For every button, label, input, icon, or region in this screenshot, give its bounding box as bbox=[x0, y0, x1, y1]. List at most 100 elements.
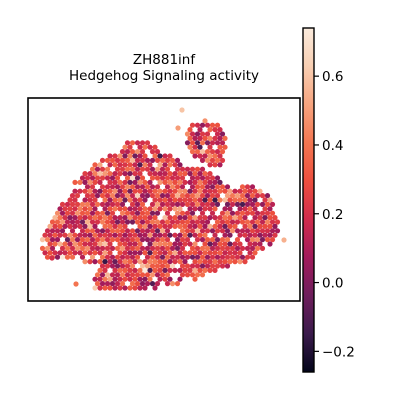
spot-point bbox=[209, 201, 216, 207]
spot-point bbox=[69, 254, 76, 260]
spot-point bbox=[219, 254, 226, 260]
spot-point bbox=[254, 210, 261, 216]
spot-point bbox=[124, 254, 131, 260]
spot-point bbox=[59, 219, 66, 225]
spot-point bbox=[89, 201, 96, 207]
spot-point bbox=[69, 201, 76, 207]
spot-point bbox=[157, 162, 163, 168]
spot-point bbox=[92, 188, 98, 194]
spot-point bbox=[149, 237, 156, 243]
spot-point bbox=[167, 153, 173, 159]
spot-point bbox=[249, 193, 256, 199]
spot-point bbox=[199, 131, 206, 137]
spot-point bbox=[114, 201, 121, 207]
spot-point bbox=[122, 215, 128, 221]
spot-point bbox=[219, 210, 226, 216]
spot-point bbox=[219, 157, 226, 163]
spot-point bbox=[237, 188, 243, 194]
spot-point bbox=[132, 215, 138, 221]
spot-point bbox=[137, 285, 143, 291]
spot-point bbox=[244, 201, 251, 207]
spot-point bbox=[102, 206, 108, 212]
spot-point bbox=[189, 201, 196, 207]
spot-point bbox=[92, 250, 98, 256]
spot-point bbox=[84, 210, 91, 216]
spot-point bbox=[192, 259, 198, 265]
spot-point bbox=[149, 157, 156, 163]
spot-point bbox=[204, 245, 211, 251]
colorbar-tick-label: −0.2 bbox=[322, 344, 355, 360]
spot-point bbox=[199, 149, 206, 155]
spot-point bbox=[77, 223, 83, 229]
spot-point bbox=[109, 184, 116, 190]
spot-point bbox=[222, 206, 228, 212]
spot-point bbox=[139, 245, 146, 251]
spot-point bbox=[162, 179, 168, 185]
spot-point bbox=[142, 215, 148, 221]
spot-point bbox=[252, 241, 258, 247]
spot-point bbox=[122, 267, 128, 273]
spot-point bbox=[142, 259, 148, 265]
spot-point bbox=[159, 254, 166, 260]
spot-point bbox=[184, 193, 191, 199]
spot-point bbox=[87, 259, 93, 265]
spot-point bbox=[112, 276, 118, 282]
spot-point bbox=[87, 197, 93, 203]
spot-point bbox=[167, 276, 173, 282]
spot-point bbox=[77, 241, 83, 247]
spot-point bbox=[102, 223, 108, 229]
spot-point bbox=[119, 237, 126, 243]
spot-point bbox=[142, 285, 148, 291]
spot-point bbox=[162, 171, 168, 177]
spot-point bbox=[89, 184, 96, 190]
spot-point bbox=[89, 237, 96, 243]
spot-point bbox=[179, 175, 186, 181]
spot-point bbox=[97, 171, 103, 177]
spot-point bbox=[157, 179, 163, 185]
spot-point bbox=[62, 206, 68, 212]
spot-point bbox=[112, 153, 118, 159]
spot-point bbox=[162, 153, 168, 159]
spot-point bbox=[122, 144, 128, 150]
spot-point bbox=[167, 179, 173, 185]
spot-point bbox=[79, 210, 86, 216]
spot-point bbox=[117, 162, 123, 168]
spot-point bbox=[192, 135, 198, 141]
spot-point bbox=[199, 140, 206, 146]
spot-point bbox=[144, 281, 151, 287]
spot-point bbox=[167, 188, 173, 194]
spot-point bbox=[59, 201, 66, 207]
spot-point bbox=[154, 237, 161, 243]
spot-point bbox=[169, 175, 176, 181]
spot-point bbox=[224, 237, 231, 243]
spot-point bbox=[84, 228, 91, 234]
spot-point bbox=[219, 219, 226, 225]
spot-point bbox=[112, 162, 118, 168]
spot-point bbox=[202, 197, 208, 203]
spot-point bbox=[144, 210, 151, 216]
spot-point bbox=[147, 232, 153, 238]
spot-point bbox=[152, 215, 158, 221]
spot-point bbox=[109, 272, 116, 278]
spot-point bbox=[209, 245, 216, 251]
spot-point bbox=[227, 241, 233, 247]
spot-point bbox=[197, 215, 203, 221]
spot-point bbox=[139, 219, 146, 225]
spot-point bbox=[214, 201, 221, 207]
spot-point bbox=[167, 259, 173, 265]
spot-point bbox=[179, 184, 186, 190]
spot-point bbox=[179, 237, 186, 243]
spot-point bbox=[224, 245, 231, 251]
spot-point bbox=[92, 223, 98, 229]
spot-point bbox=[107, 153, 113, 159]
spot-point bbox=[87, 171, 93, 177]
spot-point bbox=[177, 188, 183, 194]
spot-point bbox=[207, 127, 213, 133]
spot-point bbox=[59, 245, 66, 251]
spot-point bbox=[109, 210, 116, 216]
spot-point bbox=[232, 215, 238, 221]
spot-point bbox=[109, 157, 116, 163]
spot-point bbox=[62, 241, 68, 247]
spot-point bbox=[187, 223, 193, 229]
spot-point bbox=[74, 237, 81, 243]
